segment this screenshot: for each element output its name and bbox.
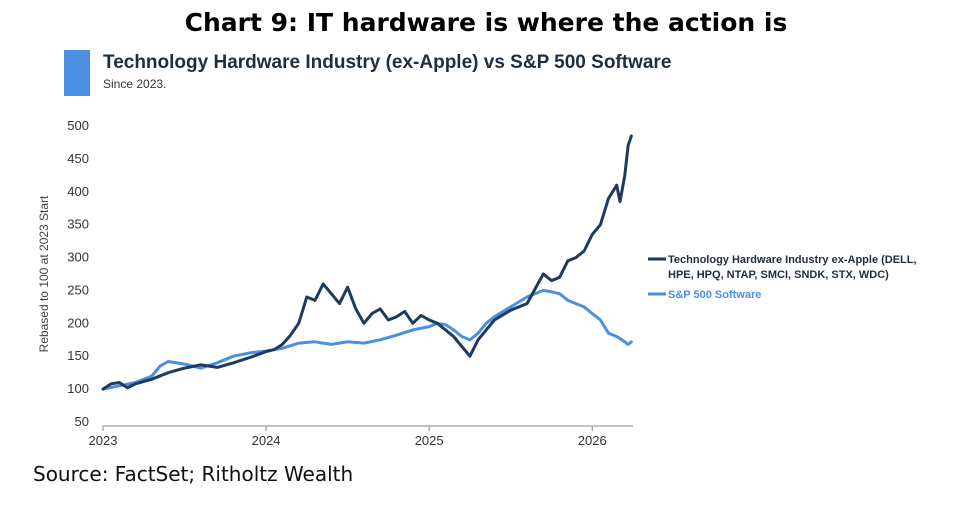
y-tick-label: 500 [67, 118, 89, 133]
accent-bar [64, 50, 90, 96]
x-tick-label: 2025 [415, 433, 444, 448]
x-tick-label: 2024 [252, 433, 281, 448]
chart-subtitle: Since 2023. [103, 77, 167, 91]
y-tick-label: 100 [67, 381, 89, 396]
y-tick-label: 400 [67, 184, 89, 199]
legend: Technology Hardware Industry ex-Apple (D… [648, 254, 917, 301]
y-tick-label: 350 [67, 217, 89, 232]
y-tick-label: 300 [67, 250, 89, 265]
chart-title: Technology Hardware Industry (ex-Apple) … [103, 52, 672, 73]
legend-label-hardware-line1: Technology Hardware Industry ex-Apple (D… [668, 254, 917, 266]
y-tick-label: 250 [67, 282, 89, 297]
legend-label-software: S&P 500 Software [668, 289, 761, 301]
hardware-series-line [101, 134, 633, 391]
y-tick-label: 450 [67, 151, 89, 166]
x-tick-label: 2023 [89, 433, 118, 448]
axes: 50 100 150 200 250 300 350 400 450 500 2023 2024 202… [37, 118, 633, 448]
legend-label-hardware-line2: HPE, HPQ, NTAP, SMCI, SNDK, STX, WDC) [668, 269, 889, 281]
y-axis-title: Rebased to 100 at 2023 Start [37, 195, 51, 352]
x-tick-label: 2026 [578, 433, 607, 448]
y-tick-label: 50 [75, 414, 89, 429]
y-tick-label: 200 [67, 315, 89, 330]
series-lines [101, 134, 633, 391]
software-series-line [101, 288, 633, 391]
page-title: Chart 9: IT hardware is where the action… [184, 8, 788, 37]
source-note: Source: FactSet; Ritholtz Wealth [33, 462, 354, 486]
y-tick-label: 150 [67, 348, 89, 363]
